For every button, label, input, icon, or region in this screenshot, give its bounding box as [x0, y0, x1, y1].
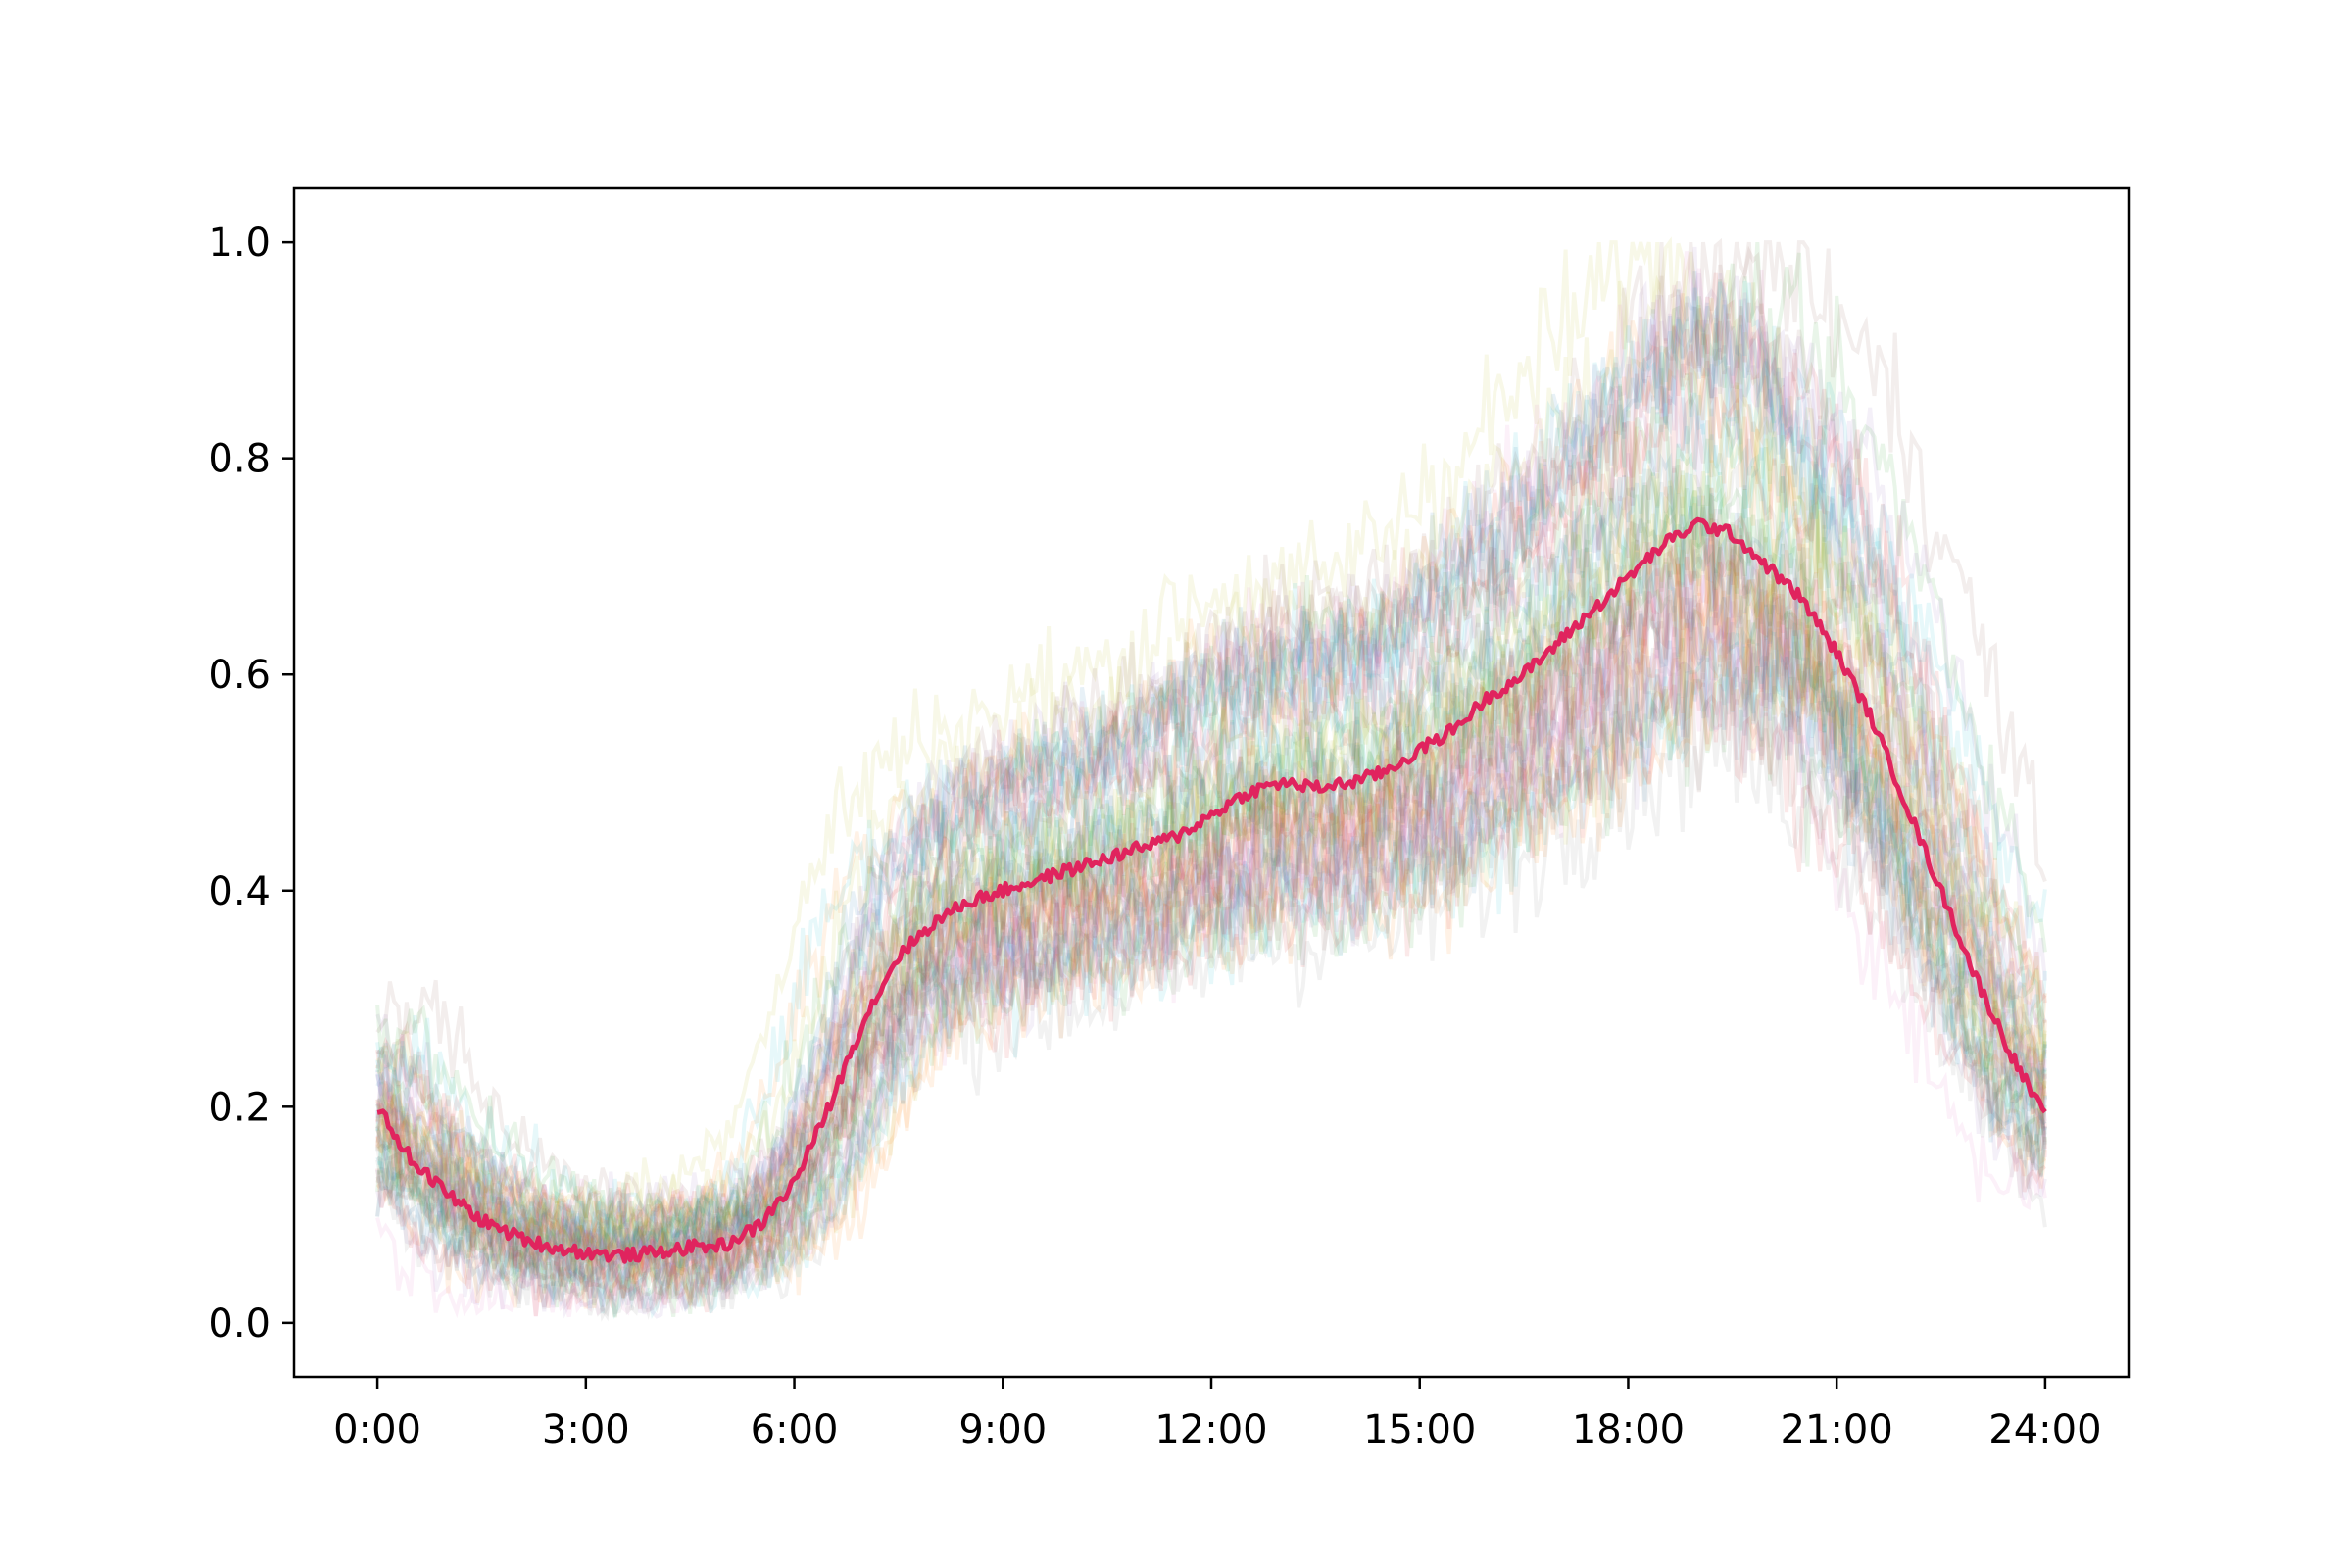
background-trace [375, 536, 2047, 1322]
x-tick-label: 3:00 [542, 1407, 630, 1452]
background-trace [375, 241, 2047, 1249]
background-trace [375, 638, 2047, 1317]
background-trace [375, 544, 2047, 1309]
background-trace [375, 468, 2046, 1274]
background-trace [375, 246, 2047, 1289]
background-trace [375, 487, 2047, 1282]
background-trace [375, 466, 2047, 1291]
background-trace [375, 272, 2047, 1242]
background-trace [376, 528, 2047, 1286]
background-trace [375, 280, 2047, 1269]
background-trace [375, 296, 2047, 1255]
y-tick-label: 0.6 [208, 653, 270, 698]
background-trace [375, 416, 2047, 1243]
background-trace [375, 272, 2047, 1234]
background-traces [375, 236, 2047, 1322]
background-trace [375, 385, 2047, 1251]
background-trace [375, 514, 2047, 1299]
background-trace [375, 568, 2047, 1306]
background-trace [375, 605, 2047, 1322]
background-trace [375, 341, 2047, 1245]
x-tick-label: 9:00 [958, 1407, 1047, 1452]
background-trace [375, 582, 2047, 1272]
background-trace [375, 627, 2047, 1292]
x-tick-label: 15:00 [1363, 1407, 1476, 1452]
axes-frame [292, 186, 2131, 1379]
background-trace [375, 545, 2047, 1253]
background-trace [375, 632, 2047, 1270]
background-trace [375, 360, 2047, 1296]
background-trace [375, 518, 2047, 1290]
background-trace [375, 438, 2047, 1263]
background-trace [375, 399, 2047, 1296]
x-tick-label: 6:00 [751, 1407, 839, 1452]
background-trace [375, 320, 2047, 1301]
background-trace [375, 486, 2047, 1308]
background-trace [375, 529, 2047, 1294]
background-trace [375, 281, 2047, 1268]
background-trace [375, 296, 2047, 1278]
x-axis: 0:00 3:00 6:00 9:00 12:00 15:00 18:00 21:00 24:0… [333, 1377, 2102, 1452]
mean-layer [376, 516, 2047, 1264]
background-trace [375, 241, 2047, 1245]
y-tick-label: 0.8 [208, 437, 270, 482]
y-tick-label: 0.4 [208, 869, 270, 914]
background-trace [375, 236, 2047, 1228]
background-trace [375, 240, 2047, 1237]
background-trace [375, 293, 2047, 1252]
y-tick-label: 1.0 [208, 220, 270, 266]
background-trace [375, 570, 2047, 1313]
y-tick-label: 0.2 [208, 1085, 270, 1130]
background-trace [375, 318, 2047, 1280]
y-axis: 0.0 0.2 0.4 0.6 0.8 1.0 [208, 220, 294, 1347]
background-trace [376, 622, 2047, 1320]
x-tick-label: 12:00 [1154, 1407, 1267, 1452]
background-trace [375, 622, 2047, 1318]
mean-line [376, 516, 2047, 1264]
background-trace [375, 603, 2047, 1319]
background-trace [375, 452, 2047, 1308]
x-tick-label: 18:00 [1572, 1407, 1685, 1452]
background-trace [375, 513, 2047, 1250]
background-trace [375, 595, 2046, 1289]
background-trace [375, 364, 2047, 1278]
background-trace [375, 589, 2046, 1291]
x-tick-label: 21:00 [1781, 1407, 1893, 1452]
background-trace [375, 271, 2047, 1263]
background-trace [375, 251, 2047, 1276]
background-trace [375, 544, 2047, 1296]
y-tick-label: 0.0 [208, 1301, 270, 1347]
background-trace [375, 672, 2047, 1317]
x-tick-label: 24:00 [1988, 1407, 2101, 1452]
plot-area [375, 236, 2047, 1322]
background-trace [376, 237, 2047, 1267]
x-tick-label: 0:00 [333, 1407, 421, 1452]
background-trace [375, 567, 2047, 1319]
